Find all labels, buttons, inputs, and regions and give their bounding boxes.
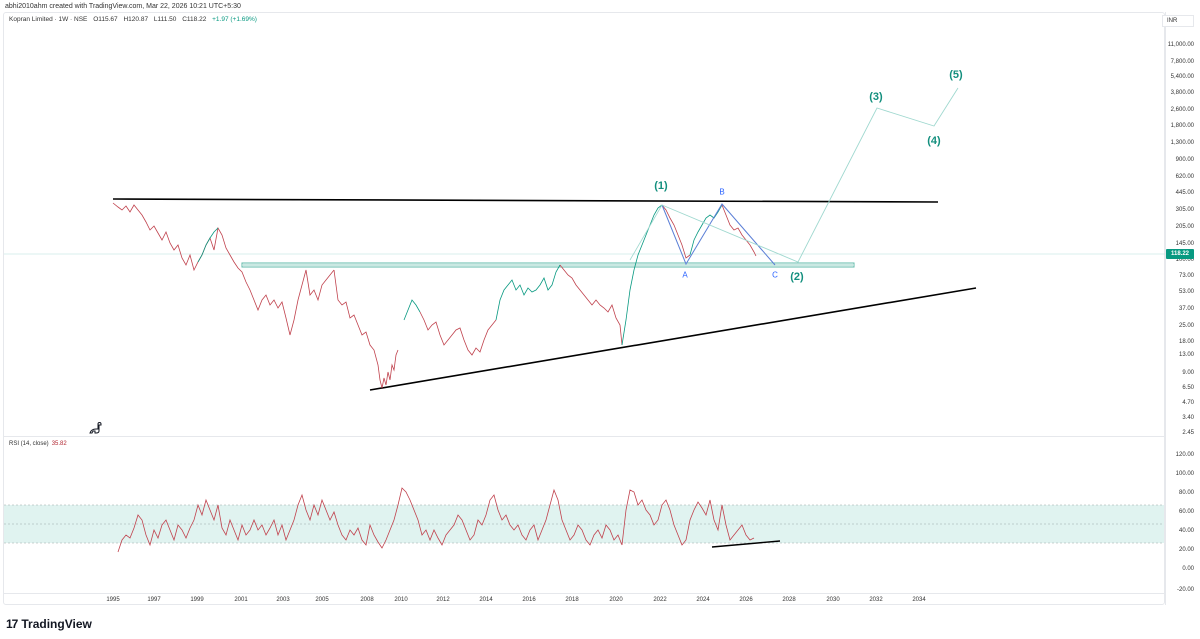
last-price-tag: 118.22 xyxy=(1166,249,1194,259)
time-tick: 2003 xyxy=(276,597,290,603)
price-tick: 3,800.00 xyxy=(1170,90,1194,96)
time-tick: 1999 xyxy=(190,597,204,603)
chart-credit: abhi2010ahm created with TradingView.com… xyxy=(5,3,241,10)
price-tick: 5,400.00 xyxy=(1170,74,1194,80)
time-tick: 2016 xyxy=(522,597,536,603)
abc-correction-lines[interactable] xyxy=(661,203,776,266)
rising-trendline[interactable] xyxy=(369,287,977,391)
price-tick: 73.00 xyxy=(1178,273,1194,279)
time-tick: 2030 xyxy=(826,597,840,603)
wave-b-label: B xyxy=(719,187,725,197)
price-tick: 305.00 xyxy=(1175,207,1194,213)
time-tick: 2005 xyxy=(315,597,329,603)
price-tick: 4.70 xyxy=(1182,400,1194,406)
low-value: L111.50 xyxy=(153,16,177,23)
price-tick: 620.00 xyxy=(1175,174,1194,180)
change-value: +1.97 (+1.69%) xyxy=(212,16,257,23)
time-tick: 2010 xyxy=(394,597,408,603)
wave-a-label: A xyxy=(682,270,688,280)
price-tick: 53.00 xyxy=(1178,289,1194,295)
price-series xyxy=(112,202,757,389)
price-tick: 100.00 xyxy=(1175,257,1194,263)
price-tick: 1,300.00 xyxy=(1170,140,1194,146)
close-value: C118.22 xyxy=(182,16,207,23)
resistance-trendline[interactable] xyxy=(112,198,939,203)
rsi-tick: 0.00 xyxy=(1182,566,1194,572)
rsi-tick: 120.00 xyxy=(1175,452,1194,458)
brand-name: TradingView xyxy=(21,617,92,631)
price-tick: 900.00 xyxy=(1175,157,1194,163)
price-tick: 2.45 xyxy=(1182,430,1194,436)
price-tick: 7,800.00 xyxy=(1170,59,1194,65)
tradingview-logo-icon: 17 xyxy=(6,617,18,631)
price-tick: 9.00 xyxy=(1182,370,1194,376)
price-tick: 145.00 xyxy=(1175,241,1194,247)
rsi-support-line[interactable] xyxy=(711,540,781,548)
time-tick: 2028 xyxy=(782,597,796,603)
tradingview-brand[interactable]: 17 TradingView xyxy=(6,617,92,631)
price-tick: 13.00 xyxy=(1178,352,1194,358)
pane-separator[interactable] xyxy=(3,436,1165,437)
time-tick: 2026 xyxy=(739,597,753,603)
rsi-tick: 80.00 xyxy=(1178,490,1194,496)
time-tick: 2024 xyxy=(696,597,710,603)
rsi-line xyxy=(117,487,755,553)
price-axis[interactable]: 11,000.00 7,800.00 5,400.00 3,800.00 2,6… xyxy=(1165,12,1200,605)
price-tick: 6.50 xyxy=(1182,385,1194,391)
time-tick: 2008 xyxy=(360,597,374,603)
rsi-tick: -20.00 xyxy=(1176,587,1194,593)
time-axis[interactable]: 1995 1997 1999 2001 2003 2005 2008 2010 … xyxy=(3,593,1165,605)
price-tick: 2,600.00 xyxy=(1170,107,1194,113)
price-tick: 25.00 xyxy=(1178,323,1194,329)
time-tick: 2012 xyxy=(436,597,450,603)
time-tick: 2022 xyxy=(653,597,667,603)
wave-4-label: (4) xyxy=(927,135,941,147)
elliott-wave-projection[interactable] xyxy=(661,87,959,263)
currency-label[interactable]: INR xyxy=(1162,15,1194,27)
time-tick: 2018 xyxy=(565,597,579,603)
time-tick: 2014 xyxy=(479,597,493,603)
time-tick: 2001 xyxy=(234,597,248,603)
time-tick: 2032 xyxy=(869,597,883,603)
price-tick: 11,000.00 xyxy=(1167,42,1194,48)
rsi-tick: 60.00 xyxy=(1178,509,1194,515)
symbol-legend: Kopran Limited · 1W · NSE O115.67 H120.8… xyxy=(9,16,257,23)
time-tick: 1995 xyxy=(106,597,120,603)
rsi-tick: 20.00 xyxy=(1178,547,1194,553)
time-tick: 1997 xyxy=(147,597,161,603)
dinosaur-icon xyxy=(89,422,102,434)
time-tick: 2034 xyxy=(912,597,926,603)
price-tick: 3.40 xyxy=(1182,415,1194,421)
wave-3-label: (3) xyxy=(869,91,883,103)
chart-frame xyxy=(3,12,1165,605)
symbol-title[interactable]: Kopran Limited · 1W · NSE xyxy=(9,16,88,23)
rsi-tick: 40.00 xyxy=(1178,528,1194,534)
price-tick: 445.00 xyxy=(1175,190,1194,196)
time-tick: 2020 xyxy=(609,597,623,603)
price-tick: 205.00 xyxy=(1175,224,1194,230)
wave-2-label: (2) xyxy=(790,271,804,283)
wave-5-label: (5) xyxy=(949,69,963,81)
wave-1-label: (1) xyxy=(654,180,668,192)
high-value: H120.87 xyxy=(123,16,149,23)
rsi-legend: RSI (14, close) 35.82 xyxy=(9,441,67,447)
rsi-title[interactable]: RSI (14, close) xyxy=(9,441,49,447)
rsi-tick: 100.00 xyxy=(1175,471,1194,477)
open-value: O115.67 xyxy=(93,16,118,23)
wave-c-label: C xyxy=(772,270,778,280)
price-tick: 37.00 xyxy=(1178,306,1194,312)
price-tick: 18.00 xyxy=(1178,339,1194,345)
rsi-pane xyxy=(4,487,1164,553)
rsi-value: 35.82 xyxy=(51,441,67,447)
price-tick: 1,800.00 xyxy=(1170,123,1194,129)
